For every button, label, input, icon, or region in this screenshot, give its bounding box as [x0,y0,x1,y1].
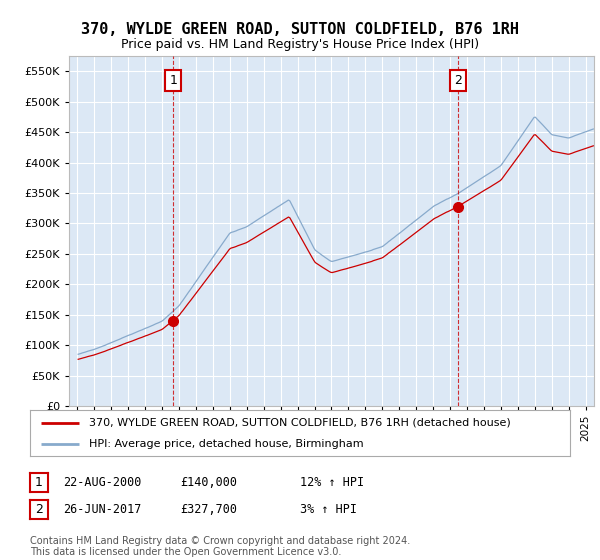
Text: 2: 2 [454,74,462,87]
Text: Contains HM Land Registry data © Crown copyright and database right 2024.
This d: Contains HM Land Registry data © Crown c… [30,535,410,557]
Text: £140,000: £140,000 [180,476,237,489]
Text: 3% ↑ HPI: 3% ↑ HPI [300,503,357,516]
Text: 370, WYLDE GREEN ROAD, SUTTON COLDFIELD, B76 1RH: 370, WYLDE GREEN ROAD, SUTTON COLDFIELD,… [81,22,519,38]
Text: HPI: Average price, detached house, Birmingham: HPI: Average price, detached house, Birm… [89,439,364,449]
Text: 370, WYLDE GREEN ROAD, SUTTON COLDFIELD, B76 1RH (detached house): 370, WYLDE GREEN ROAD, SUTTON COLDFIELD,… [89,418,511,428]
Text: £327,700: £327,700 [180,503,237,516]
Text: Price paid vs. HM Land Registry's House Price Index (HPI): Price paid vs. HM Land Registry's House … [121,38,479,50]
Text: 1: 1 [35,476,43,489]
Text: 2: 2 [35,503,43,516]
Text: 1: 1 [169,74,177,87]
Text: 22-AUG-2000: 22-AUG-2000 [63,476,142,489]
Text: 26-JUN-2017: 26-JUN-2017 [63,503,142,516]
Text: 12% ↑ HPI: 12% ↑ HPI [300,476,364,489]
